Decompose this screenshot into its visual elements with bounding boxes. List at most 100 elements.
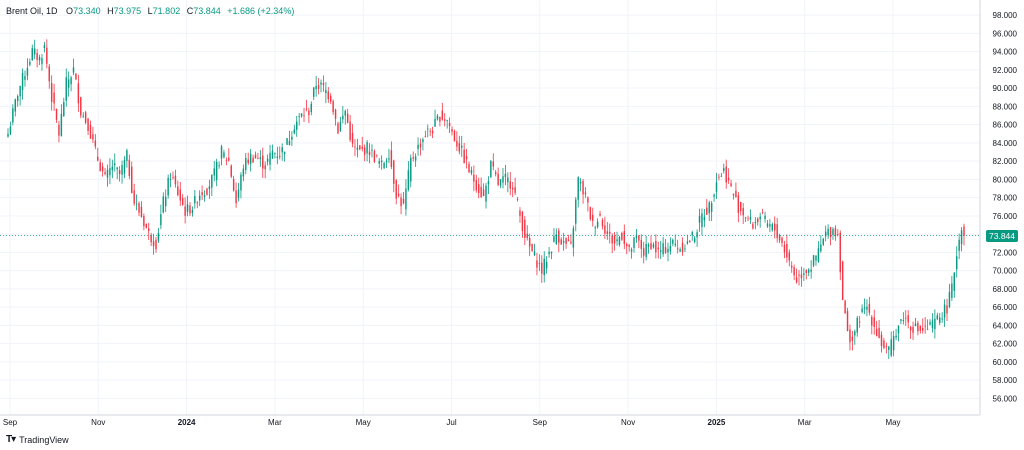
candle-body — [885, 345, 888, 347]
candle-body — [366, 142, 368, 154]
candle-body — [12, 108, 14, 123]
legend-open: 73.340 — [73, 6, 101, 16]
candle-body — [960, 230, 963, 245]
legend-symbol[interactable]: Brent Oil, 1D — [6, 6, 58, 16]
candle-body — [732, 193, 735, 196]
candle-body — [786, 243, 788, 258]
candle-body — [184, 206, 186, 216]
candle-body — [317, 85, 320, 89]
candle-body — [781, 237, 783, 243]
candle-body — [46, 47, 48, 64]
price-tick-label: 56.000 — [993, 394, 1018, 403]
candle-body — [635, 235, 638, 239]
candle-body — [514, 187, 516, 193]
tradingview-logo-icon: T▾ — [6, 434, 16, 445]
candle-body — [342, 115, 344, 120]
candle-body — [584, 192, 587, 195]
candle-body — [242, 168, 245, 177]
candle-body — [946, 305, 948, 314]
price-tick-label: 84.000 — [993, 139, 1018, 148]
candle-body — [701, 213, 703, 228]
time-tick-label: Nov — [621, 418, 635, 427]
candle-body — [858, 321, 861, 323]
candle-body — [402, 198, 405, 204]
candle-body — [283, 151, 286, 155]
candle-body — [451, 129, 453, 132]
candle-body — [807, 269, 810, 273]
candle-body — [531, 243, 533, 252]
candle-body — [172, 177, 174, 179]
candle-body — [504, 173, 507, 178]
candle-body — [939, 317, 941, 323]
candle-body — [473, 174, 475, 182]
candle-body — [55, 108, 58, 120]
candle-body — [924, 325, 926, 327]
price-tick-label: 60.000 — [993, 358, 1018, 367]
candle-body — [179, 189, 182, 201]
candle-body — [875, 328, 878, 336]
candle-body — [626, 244, 628, 247]
candle-body — [909, 326, 912, 331]
candle-body — [516, 199, 519, 201]
candle-body — [65, 77, 67, 101]
candle-body — [388, 158, 390, 160]
candle-body — [533, 251, 536, 256]
candle-body — [793, 267, 795, 276]
candle-body — [883, 340, 885, 348]
candle-body — [427, 128, 429, 130]
candle-body — [291, 136, 293, 140]
candle-body — [943, 304, 946, 318]
price-tick-label: 92.000 — [993, 66, 1018, 75]
candle-body — [279, 156, 281, 158]
candle-body — [419, 143, 422, 148]
candle-body — [570, 241, 572, 244]
candle-body — [907, 315, 909, 323]
candle-body — [723, 168, 725, 171]
candle-body — [815, 255, 817, 261]
candle-body — [800, 274, 803, 279]
candle-body — [155, 239, 157, 250]
candle-body — [550, 251, 553, 254]
candle-body — [397, 193, 400, 196]
candle-body — [589, 206, 592, 220]
price-axis[interactable]: 56.000 58.000 60.000 62.000 64.000 66.000 68.0… — [993, 11, 1018, 403]
candle-body — [456, 140, 458, 147]
candle-body — [659, 250, 662, 252]
candle-body — [383, 163, 385, 168]
price-tick-label: 88.000 — [993, 102, 1018, 111]
candle-body — [509, 181, 511, 189]
candle-body — [9, 126, 12, 135]
candle-body — [274, 153, 276, 155]
candle-body — [582, 180, 584, 195]
candle-body — [810, 269, 812, 272]
candle-body — [856, 317, 858, 333]
candle-body — [693, 238, 696, 242]
tradingview-brand[interactable]: T▾ TradingView — [6, 434, 69, 445]
candle-body — [652, 244, 655, 248]
candle-body — [405, 188, 407, 210]
candle-body — [133, 190, 135, 204]
candle-body — [359, 145, 361, 150]
candle-body — [24, 76, 26, 80]
candle-body — [871, 316, 873, 326]
candle-body — [638, 235, 640, 241]
candle-body — [640, 239, 643, 249]
time-axis[interactable]: Sep Nov 2024 Mar May Jul Sep Nov 2025 Mar May — [3, 418, 901, 427]
candle-body — [58, 124, 60, 136]
candle-body — [579, 181, 582, 184]
candle-body — [286, 138, 288, 145]
candle-body — [114, 163, 116, 166]
candle-body — [618, 236, 621, 245]
candle-body — [747, 218, 749, 220]
candle-body — [116, 167, 118, 170]
candle-body — [604, 225, 606, 234]
candle-body — [189, 205, 191, 214]
candle-body — [220, 146, 223, 159]
candle-body — [325, 89, 327, 94]
candle-body — [664, 247, 667, 253]
candle-body — [249, 153, 252, 164]
candle-body — [774, 223, 776, 231]
candle-body — [633, 237, 635, 248]
candle-body — [834, 228, 837, 237]
candle-body — [822, 238, 824, 245]
